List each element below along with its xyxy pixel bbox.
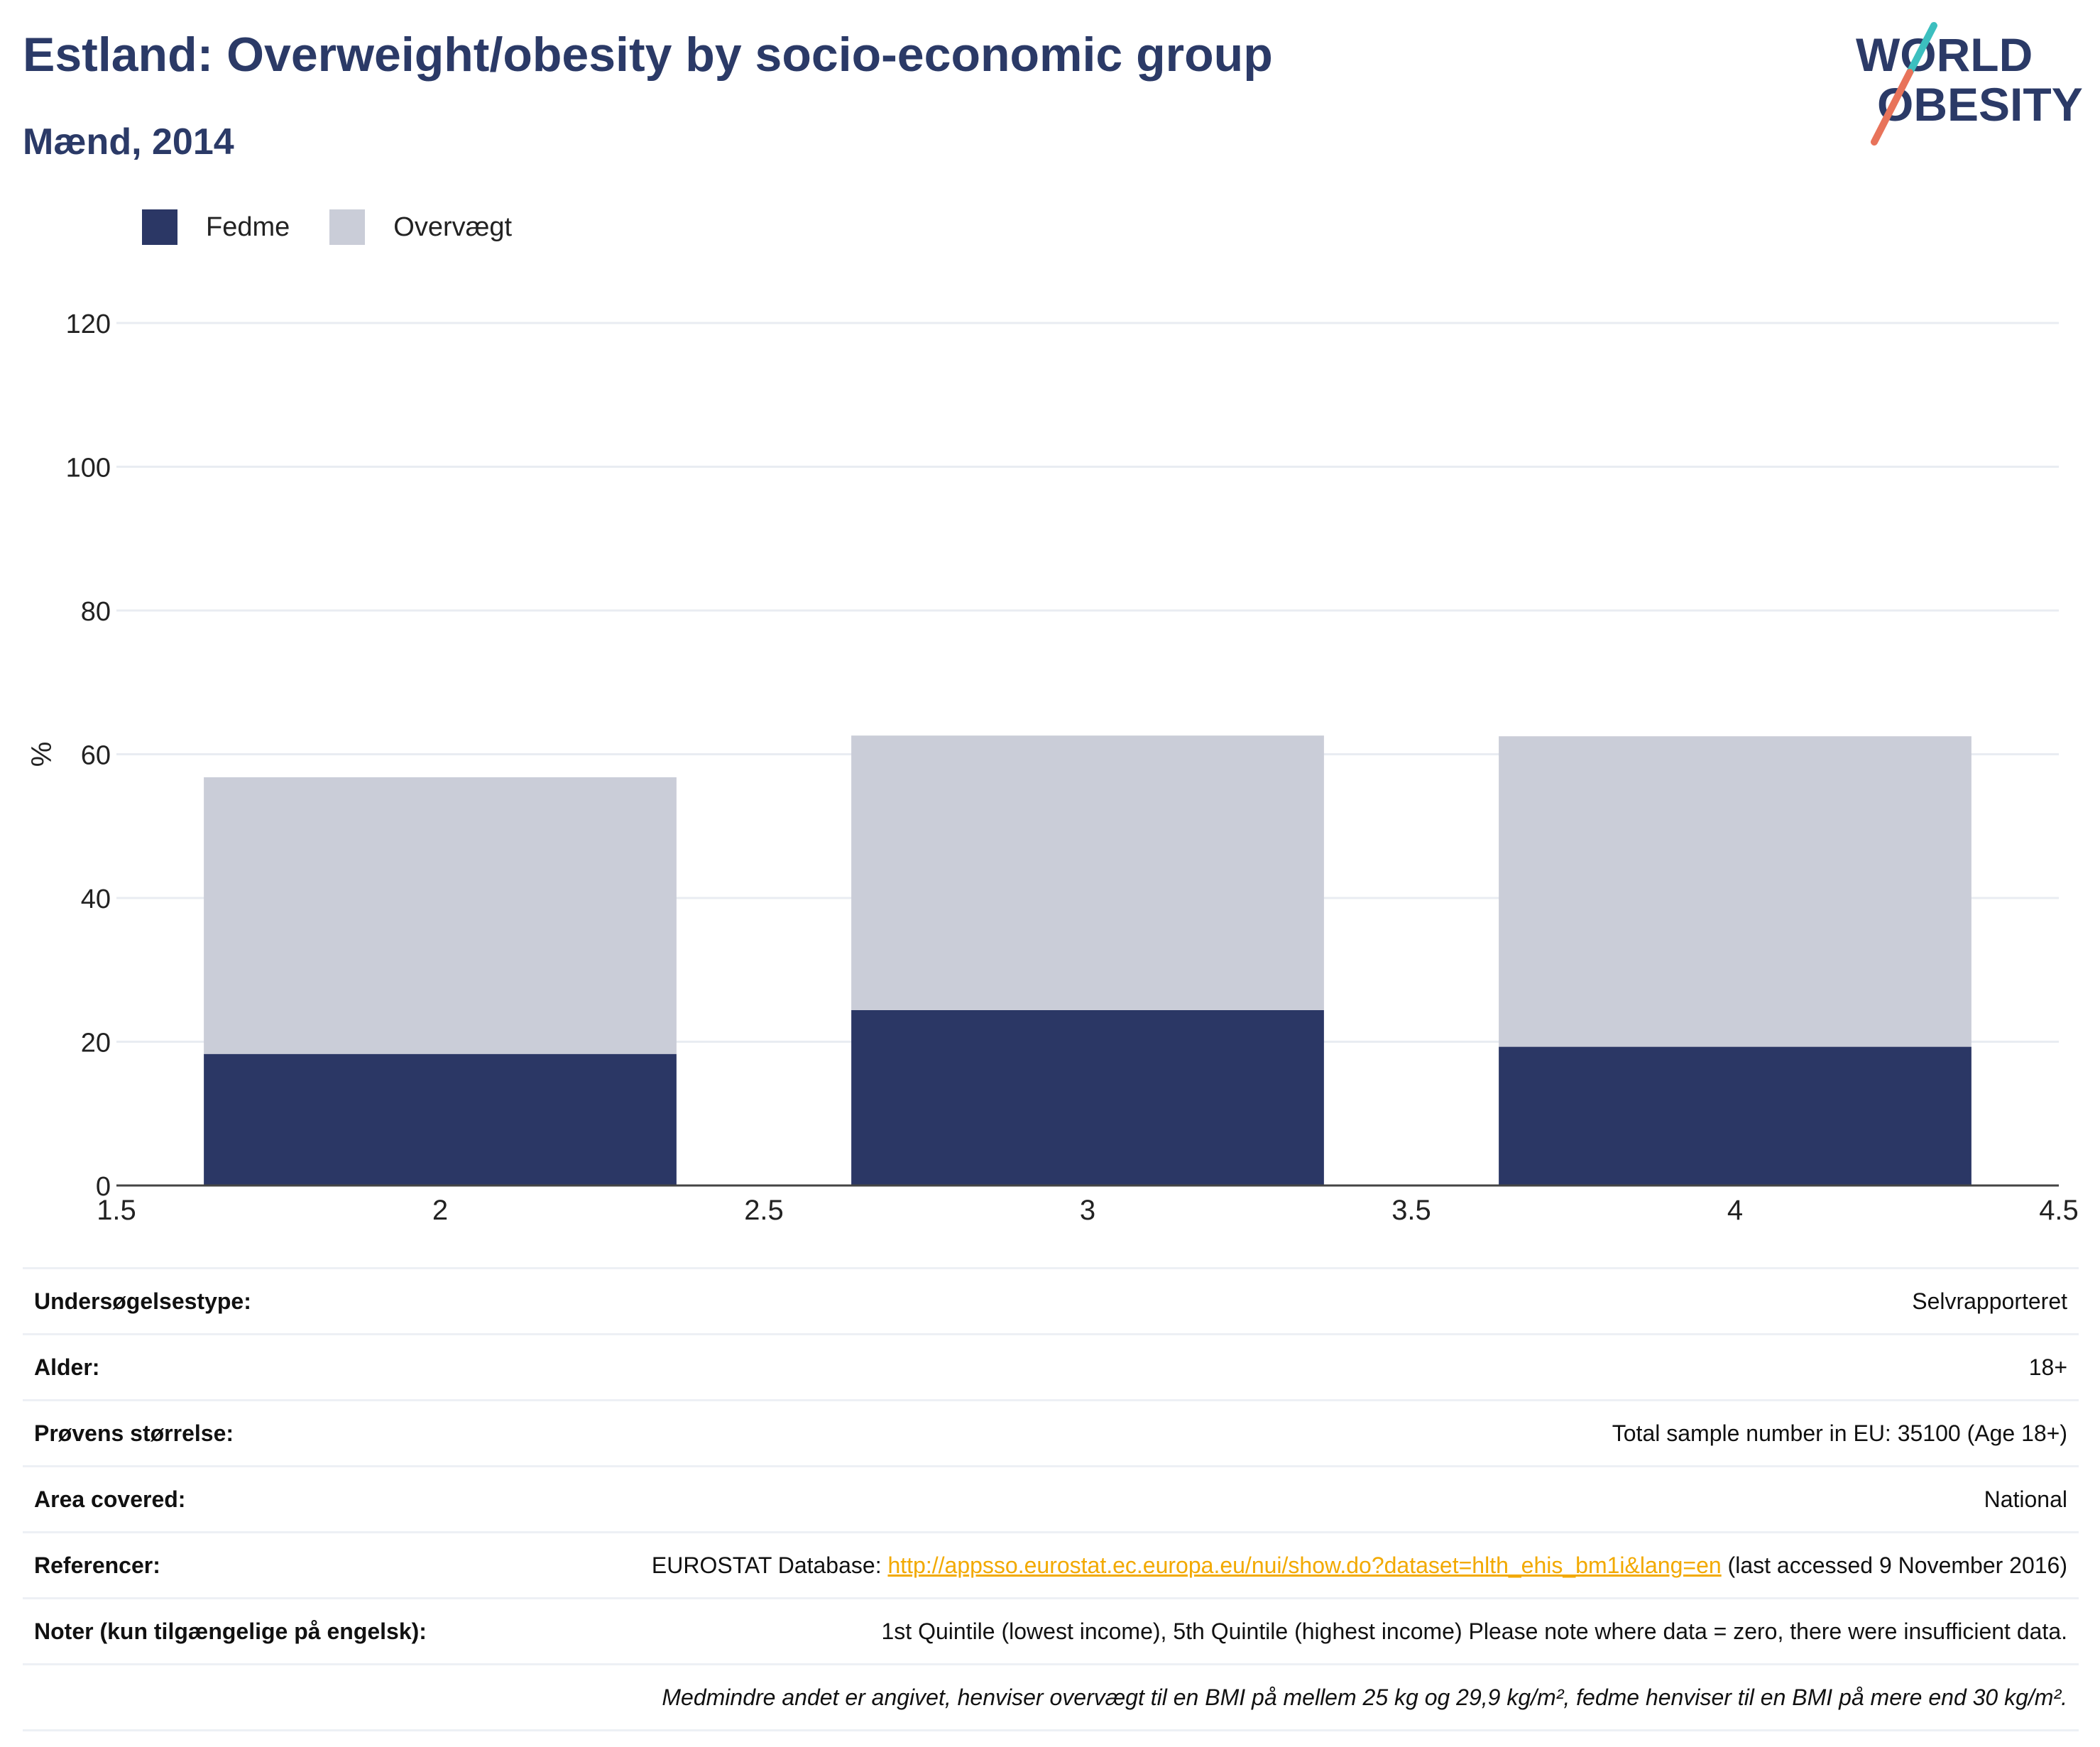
info-label-references: Referencer: bbox=[23, 1531, 542, 1599]
info-value-survey-type: Selvrapporteret bbox=[542, 1267, 2079, 1335]
legend-label-fedme: Fedme bbox=[206, 212, 290, 242]
y-tick-label: 80 bbox=[81, 597, 111, 627]
legend-label-overvaegt: Overvægt bbox=[393, 212, 513, 242]
info-row-age: Alder: 18+ bbox=[23, 1333, 2079, 1401]
info-label-sample-size: Prøvens størrelse: bbox=[23, 1399, 542, 1467]
bar-layer bbox=[204, 735, 1972, 1185]
y-tick-label: 20 bbox=[81, 1029, 111, 1058]
chart-legend: Fedme Overvægt bbox=[142, 209, 552, 245]
eurostat-link[interactable]: http://appsso.eurostat.ec.europa.eu/nui/… bbox=[887, 1552, 1722, 1578]
world-obesity-logo: WORLD OBESITY bbox=[1856, 22, 2083, 146]
x-tick-label: 1.5 bbox=[97, 1195, 136, 1226]
info-value-sample-size: Total sample number in EU: 35100 (Age 18… bbox=[542, 1399, 2079, 1467]
x-tick-label: 4 bbox=[1727, 1195, 1743, 1226]
info-table: Undersøgelsestype: Selvrapporteret Alder… bbox=[23, 1267, 2079, 1731]
bar-overvgt-2 bbox=[204, 777, 677, 1054]
y-tick-label: 0 bbox=[96, 1172, 111, 1202]
x-tick-label: 3.5 bbox=[1391, 1195, 1431, 1226]
legend-swatch-overvaegt bbox=[329, 209, 366, 245]
info-label-area: Area covered: bbox=[23, 1465, 542, 1533]
references-suffix: (last accessed 9 November 2016) bbox=[1721, 1552, 2067, 1578]
axis-layer: 0 20 40 60 80 100 120% 1.5 2 2.5 3 3.5 4 4.5 bbox=[26, 310, 2079, 1226]
y-axis-label: % bbox=[26, 742, 58, 767]
info-row-sample-size: Prøvens størrelse: Total sample number i… bbox=[23, 1399, 2079, 1467]
x-tick-label: 3 bbox=[1080, 1195, 1095, 1226]
logo-line2: OBESITY bbox=[1877, 78, 2083, 131]
x-tick-label: 2 bbox=[432, 1195, 448, 1226]
info-value-references: EUROSTAT Database: http://appsso.eurosta… bbox=[542, 1531, 2079, 1599]
info-label-age: Alder: bbox=[23, 1333, 542, 1401]
y-tick-label: 100 bbox=[66, 454, 111, 483]
bar-overvgt-4 bbox=[1499, 736, 1972, 1047]
bar-fedme-4 bbox=[1499, 1046, 1972, 1185]
stacked-bar-chart: 0 20 40 60 80 100 120% 1.5 2 2.5 3 3.5 4 4.5 bbox=[26, 310, 2079, 1226]
y-tick-label: 120 bbox=[66, 310, 111, 339]
info-label-notes: Noter (kun tilgængelige på engelsk): bbox=[23, 1597, 542, 1665]
info-row-survey-type: Undersøgelsestype: Selvrapporteret bbox=[23, 1267, 2079, 1335]
info-row-footnote: Medmindre andet er angivet, henviser ove… bbox=[23, 1663, 2079, 1731]
info-row-references: Referencer: EUROSTAT Database: http://ap… bbox=[23, 1531, 2079, 1599]
info-value-notes: 1st Quintile (lowest income), 5th Quinti… bbox=[542, 1597, 2079, 1665]
page-subtitle: Mænd, 2014 bbox=[23, 121, 234, 163]
references-prefix: EUROSTAT Database: bbox=[651, 1552, 888, 1578]
legend-swatch-fedme bbox=[142, 209, 177, 245]
y-tick-label: 40 bbox=[81, 885, 111, 914]
page-title: Estland: Overweight/obesity by socio-eco… bbox=[23, 28, 1273, 82]
legend-item-fedme[interactable]: Fedme bbox=[142, 209, 290, 245]
info-row-area: Area covered: National bbox=[23, 1465, 2079, 1533]
info-value-age: 18+ bbox=[542, 1333, 2079, 1401]
info-row-notes: Noter (kun tilgængelige på engelsk): 1st… bbox=[23, 1597, 2079, 1665]
legend-item-overvaegt[interactable]: Overvægt bbox=[329, 209, 512, 245]
footnote: Medmindre andet er angivet, henviser ove… bbox=[23, 1663, 2079, 1731]
bar-fedme-2 bbox=[204, 1053, 677, 1185]
x-tick-label: 4.5 bbox=[2039, 1195, 2079, 1226]
logo-line1: WORLD bbox=[1856, 28, 2033, 81]
info-label-survey-type: Undersøgelsestype: bbox=[23, 1267, 542, 1335]
bar-fedme-3 bbox=[851, 1009, 1324, 1185]
info-value-area: National bbox=[542, 1465, 2079, 1533]
y-tick-label: 60 bbox=[81, 741, 111, 771]
bar-overvgt-3 bbox=[851, 735, 1324, 1010]
x-tick-label: 2.5 bbox=[744, 1195, 784, 1226]
